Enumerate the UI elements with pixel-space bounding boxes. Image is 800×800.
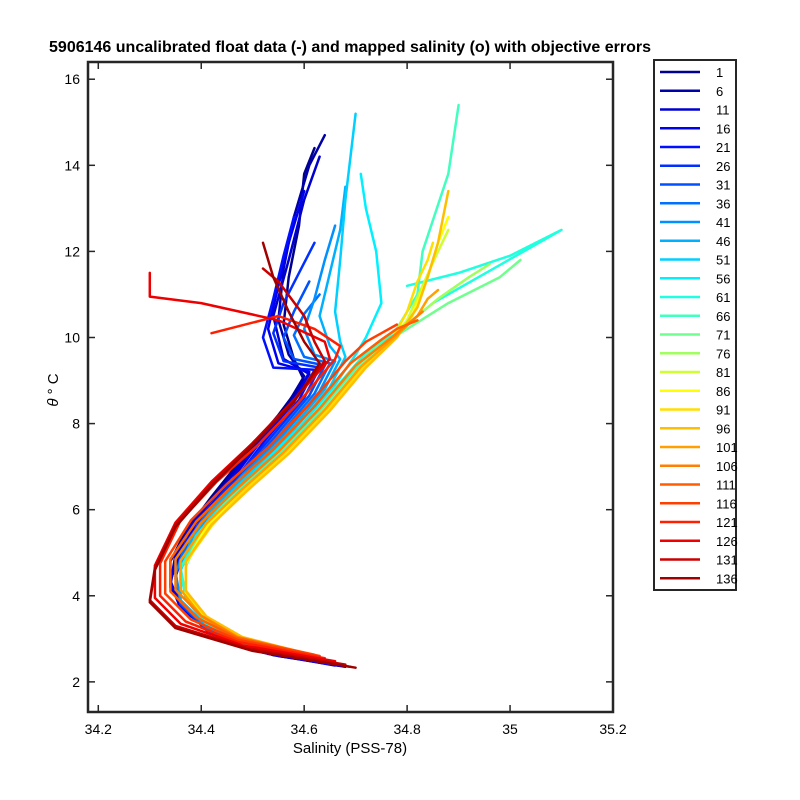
legend-label-61: 61 (716, 290, 730, 305)
legend-label-106: 106 (716, 459, 738, 474)
y-tick-label: 12 (64, 243, 80, 259)
legend-label-31: 31 (716, 178, 730, 193)
legend-box (653, 59, 737, 591)
legend-label-66: 66 (716, 309, 730, 324)
axis-ticks: 34.2 34.4 34.6 34.8 35 35.2 2 4 6 8 10 12 14 16 (64, 62, 627, 737)
legend-label-46: 46 (716, 234, 730, 249)
y-tick-label: 2 (72, 674, 80, 690)
legend-label-116: 116 (716, 496, 737, 511)
legend-label-56: 56 (716, 271, 730, 286)
x-tick-label: 34.6 (291, 721, 318, 737)
x-tick-label: 35 (502, 721, 518, 737)
y-tick-label: 4 (72, 588, 80, 604)
legend-label-1: 1 (716, 65, 723, 80)
series-line-116 (163, 323, 399, 658)
x-tick-label: 35.2 (599, 721, 626, 737)
legend-label-111: 111 (716, 478, 736, 493)
series-line-131 (148, 267, 347, 666)
series-line-136 (148, 241, 357, 669)
y-tick-label: 16 (64, 71, 80, 87)
legend-label-131: 131 (716, 553, 738, 568)
legend-label-51: 51 (716, 253, 730, 268)
legend-label-126: 126 (716, 534, 738, 549)
y-tick-label: 10 (64, 329, 80, 345)
legend-label-41: 41 (716, 215, 730, 230)
y-axis-label: θ ° C (45, 373, 62, 406)
legend-label-16: 16 (716, 121, 730, 136)
legend-label-71: 71 (716, 328, 730, 343)
y-axis-label-symbol: θ (45, 398, 62, 406)
y-tick-label: 14 (64, 157, 80, 173)
series-line-111 (169, 319, 419, 656)
legend-label-91: 91 (716, 403, 730, 418)
x-tick-label: 34.8 (393, 721, 420, 737)
y-tick-label: 6 (72, 502, 80, 518)
legend-label-81: 81 (716, 365, 730, 380)
legend-label-6: 6 (716, 84, 723, 99)
series-line-106 (174, 310, 424, 656)
legend-label-26: 26 (716, 159, 730, 174)
legend-label-96: 96 (716, 421, 730, 436)
legend-label-86: 86 (716, 384, 730, 399)
chart-title: 5906146 uncalibrated float data (-) and … (49, 39, 651, 56)
series-lines (148, 103, 563, 669)
y-tick-label: 8 (72, 416, 80, 432)
legend-label-36: 36 (716, 196, 730, 211)
legend-label-11: 11 (716, 103, 730, 118)
legend: 1611162126313641465156616671768186919610… (653, 59, 738, 591)
legend-label-136: 136 (716, 571, 738, 586)
legend-label-76: 76 (716, 346, 730, 361)
x-tick-label: 34.4 (188, 721, 215, 737)
series-line-96 (184, 189, 450, 656)
plot-border (86, 60, 615, 714)
legend-label-21: 21 (716, 140, 730, 155)
legend-label-101: 101 (716, 440, 738, 455)
legend-label-121: 121 (716, 515, 738, 530)
series-line-121 (158, 314, 342, 660)
x-axis-label: Salinity (PSS-78) (293, 740, 407, 757)
y-axis-label-unit: ° C (45, 373, 62, 394)
x-tick-label: 34.2 (85, 721, 112, 737)
